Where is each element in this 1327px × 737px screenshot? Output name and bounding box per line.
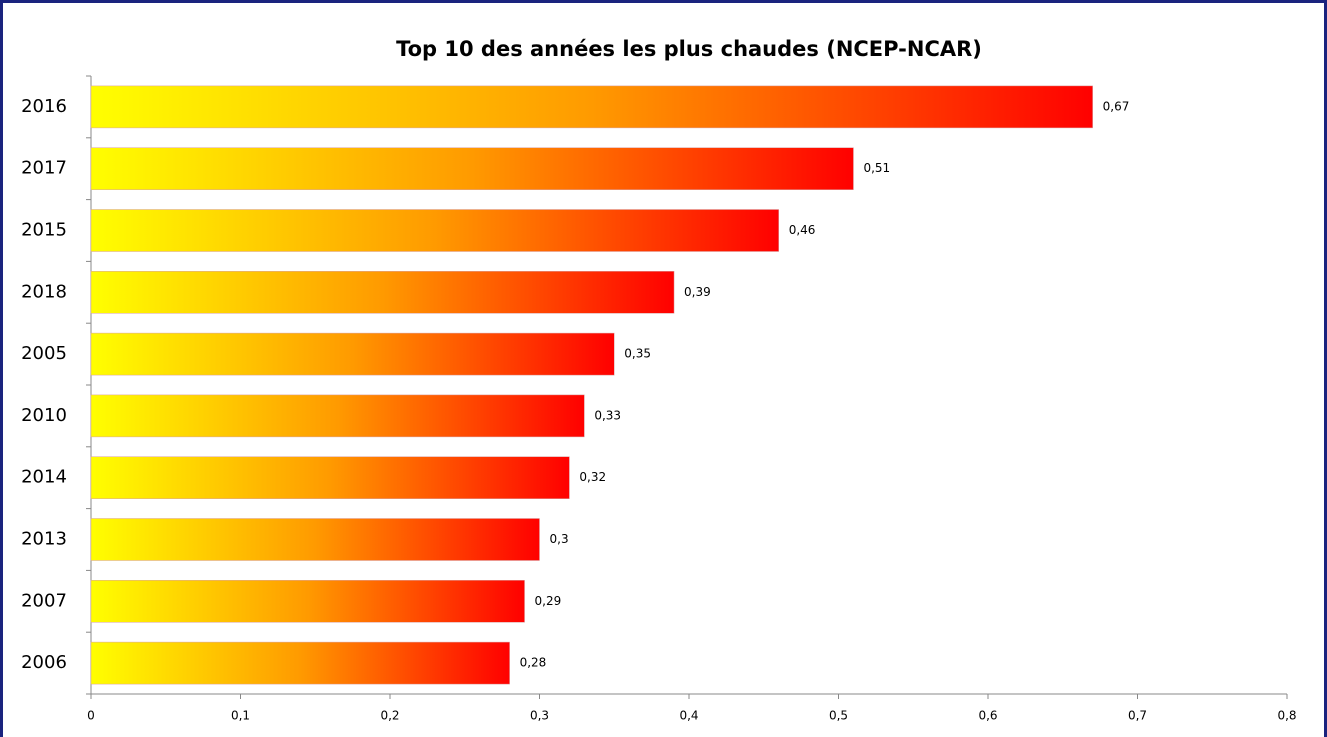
y-tick-label: 2007 <box>21 590 67 611</box>
value-label: 0,67 <box>1103 99 1130 113</box>
value-label: 0,3 <box>550 532 569 546</box>
bar <box>90 85 1093 129</box>
y-tick-label: 2013 <box>21 529 67 550</box>
value-label: 0,35 <box>624 347 651 361</box>
value-label: 0,46 <box>789 223 816 237</box>
bar <box>90 209 779 252</box>
value-label: 0,33 <box>594 408 621 422</box>
bar <box>90 456 570 499</box>
x-tick-label: 0,4 <box>679 709 698 723</box>
y-tick-label: 2010 <box>21 405 67 426</box>
x-tick-label: 0,5 <box>829 709 848 723</box>
y-tick-label: 2018 <box>21 281 67 302</box>
bar <box>90 518 540 561</box>
x-tick-label: 0 <box>87 709 95 723</box>
x-tick-label: 0,1 <box>231 709 250 723</box>
y-tick-label: 2005 <box>21 343 67 364</box>
value-label: 0,51 <box>863 161 890 175</box>
value-label: 0,29 <box>535 594 562 608</box>
bar <box>90 147 854 190</box>
bar <box>90 332 615 376</box>
bar <box>90 641 510 685</box>
x-tick-label: 0,3 <box>530 709 549 723</box>
bar <box>90 580 525 623</box>
value-label: 0,32 <box>579 470 606 484</box>
x-tick-label: 0,8 <box>1277 709 1296 723</box>
y-tick-label: 2017 <box>21 158 67 179</box>
bar <box>90 271 675 314</box>
x-tick-label: 0,2 <box>380 709 399 723</box>
y-tick-label: 2016 <box>21 96 67 117</box>
y-tick-label: 2014 <box>21 467 67 488</box>
y-tick-label: 2015 <box>21 220 67 241</box>
chart-title: Top 10 des années les plus chaudes (NCEP… <box>396 37 982 61</box>
value-label: 0,28 <box>520 656 547 670</box>
x-tick-label: 0,7 <box>1128 709 1147 723</box>
value-label: 0,39 <box>684 285 711 299</box>
x-tick-label: 0,6 <box>978 709 997 723</box>
y-tick-label: 2006 <box>21 652 67 673</box>
bar <box>90 394 585 438</box>
